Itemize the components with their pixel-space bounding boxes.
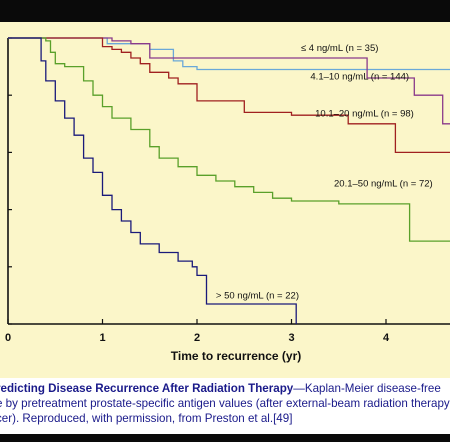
caption-line-2: e by pretreatment prostate-specific anti… (0, 397, 450, 410)
figure-caption: redicting Disease Recurrence After Radia… (0, 378, 450, 434)
caption-line-3: cer). Reproduced, with permission, from … (0, 412, 293, 425)
series-line-r10_20 (8, 37, 450, 154)
series-label-r4_10: 4.1–10 ng/mL (n = 144) (310, 71, 409, 82)
caption-line-1: redicting Disease Recurrence After Radia… (0, 381, 446, 396)
kaplan-meier-chart: 0 1 2 3 4 Time to recurrence (yr) ≤ 4 ng/mL (n… (5, 37, 450, 363)
series-label-le4: ≤ 4 ng/mL (n = 35) (301, 43, 378, 54)
series-label-r10_20: 10.1–20 ng/mL (n = 98) (315, 109, 414, 120)
plot-panel: 0 1 2 3 4 Time to recurrence (yr) ≤ 4 ng/mL (n… (0, 22, 450, 378)
caption-title: redicting Disease Recurrence After Radia… (0, 382, 294, 395)
series-line-gt50 (8, 37, 297, 324)
series-label-r20_50: 20.1–50 ng/mL (n = 72) (334, 179, 433, 190)
caption-line-1-rest: —Kaplan-Meier disease-free (293, 382, 441, 395)
series-line-le4 (8, 37, 450, 71)
series-line-r4_10 (8, 37, 450, 125)
x-tick-label-2: 2 (194, 332, 200, 344)
x-tick-label-4: 4 (383, 332, 390, 344)
x-tick-label-0: 0 (5, 332, 11, 344)
x-tick-label-3: 3 (288, 332, 294, 344)
series-label-gt50: > 50 ng/mL (n = 22) (216, 290, 299, 301)
series-line-r20_50 (8, 37, 450, 242)
x-tick-label-1: 1 (99, 332, 105, 344)
x-axis-label: Time to recurrence (yr) (171, 349, 302, 363)
